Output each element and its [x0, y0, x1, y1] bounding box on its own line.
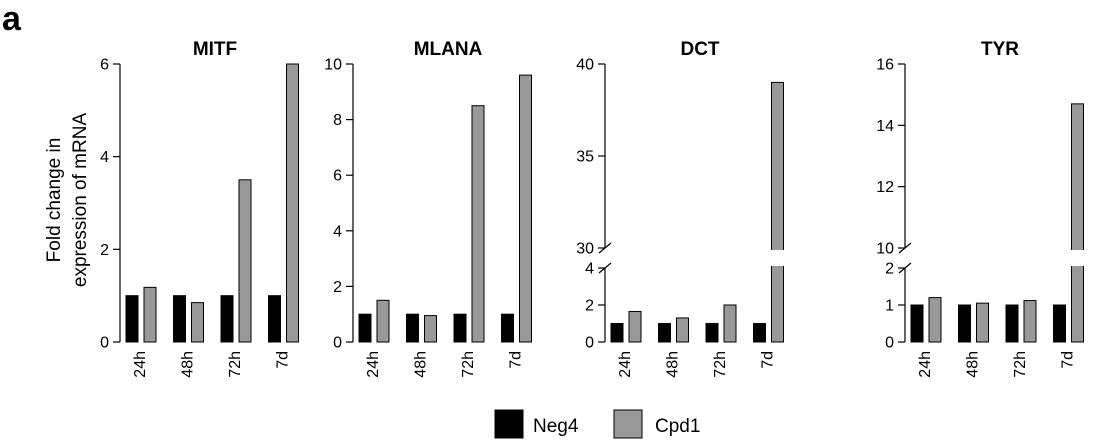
y-tick-label-tyr-14: 14 — [876, 118, 894, 135]
bar-dct-neg4-7d — [753, 323, 766, 343]
y-tick-label-mlana-4: 4 — [333, 223, 342, 240]
y-tick-label-mlana-6: 6 — [333, 168, 342, 185]
bar-mlana-neg4-7d — [501, 313, 514, 343]
y-tick-label-dct-4: 4 — [585, 261, 594, 278]
y-tick-label-dct-40: 40 — [576, 57, 594, 74]
bar-tyr-cpd1-24h — [928, 297, 942, 343]
x-tick-label-tyr-7d: 7d — [1060, 351, 1077, 369]
y-tick-label-mitf-4: 4 — [100, 149, 109, 166]
panel-label: a — [2, 0, 22, 38]
chart-dct: DCT 0 2 4 30 35 40 24h 48h 72h 7d — [576, 39, 786, 378]
x-tick-label-mitf-7d: 7d — [275, 351, 292, 369]
bar-tyr-neg4-48h — [958, 304, 971, 343]
y-tick-label-tyr-1: 1 — [885, 298, 894, 315]
y-tick-label-mlana-2: 2 — [333, 279, 342, 296]
bar-dct-cpd1-7d — [771, 81, 784, 343]
bar-mlana-neg4-48h — [406, 313, 419, 343]
bar-tyr-neg4-72h — [1005, 304, 1019, 343]
bar-mitf-cpd1-48h — [191, 302, 204, 343]
x-tick-label-mlana-24h: 24h — [365, 351, 382, 378]
bar-dct-neg4-24h — [610, 323, 624, 343]
x-tick-label-mitf-72h: 72h — [227, 351, 244, 378]
y-tick-label-tyr-16: 16 — [876, 57, 894, 74]
y-tick-label-mlana-0: 0 — [333, 335, 342, 352]
x-tick-label-dct-24h: 24h — [617, 351, 634, 378]
chart-title-mlana: MLANA — [414, 39, 483, 60]
legend-swatch-cpd1 — [613, 409, 643, 439]
bar-dct-cpd1-72h — [723, 304, 737, 343]
chart-title-tyr: TYR — [981, 39, 1019, 60]
chart-title-mitf: MITF — [193, 39, 237, 60]
bar-mlana-neg4-72h — [453, 313, 467, 343]
bar-mitf-cpd1-24h — [143, 286, 157, 343]
x-tick-label-mlana-72h: 72h — [460, 351, 477, 378]
y-tick-label-dct-0: 0 — [585, 335, 594, 352]
y-tick-label-tyr-10: 10 — [876, 241, 894, 258]
y-tick-label-mitf-0: 0 — [100, 335, 109, 352]
bar-break-gap-tyr-7d — [1069, 250, 1086, 266]
x-tick-label-mlana-7d: 7d — [508, 351, 525, 369]
x-tick-label-mitf-24h: 24h — [132, 351, 149, 378]
x-tick-label-mlana-48h: 48h — [413, 351, 430, 378]
bar-mitf-cpd1-72h — [238, 179, 252, 343]
y-tick-label-mitf-6: 6 — [100, 57, 109, 74]
bar-dct-cpd1-48h — [676, 317, 689, 343]
y-tick-label-mlana-8: 8 — [333, 112, 342, 129]
y-tick-label-dct-2: 2 — [585, 298, 594, 315]
bar-mlana-cpd1-7d — [519, 74, 532, 343]
bar-mlana-neg4-24h — [358, 313, 372, 343]
chart-mitf: MITF 0 2 4 6 24h 48h 72h 7d — [100, 39, 299, 378]
legend-label-neg4: Neg4 — [533, 416, 579, 437]
bar-tyr-cpd1-72h — [1023, 300, 1037, 343]
y-tick-label-mitf-2: 2 — [100, 242, 109, 259]
chart-mlana: MLANA 0 2 4 6 8 10 24h 48h 72h 7d — [324, 39, 532, 378]
x-tick-label-tyr-48h: 48h — [965, 351, 982, 378]
bar-tyr-cpd1-48h — [976, 302, 989, 343]
bar-mlana-cpd1-24h — [376, 299, 390, 343]
x-tick-label-mitf-48h: 48h — [180, 351, 197, 378]
bar-mitf-neg4-72h — [220, 295, 234, 343]
x-tick-label-tyr-24h: 24h — [917, 351, 934, 378]
legend-swatch-neg4 — [494, 409, 524, 439]
bar-tyr-cpd1-7d — [1071, 103, 1084, 343]
x-tick-label-tyr-72h: 72h — [1012, 351, 1029, 378]
bar-mlana-cpd1-48h — [424, 315, 437, 343]
bar-dct-neg4-72h — [705, 323, 719, 343]
y-tick-label-dct-35: 35 — [576, 149, 594, 166]
y-tick-label-tyr-12: 12 — [876, 179, 894, 196]
bar-dct-neg4-48h — [658, 323, 671, 343]
y-tick-label-dct-30: 30 — [576, 241, 594, 258]
x-tick-label-dct-72h: 72h — [712, 351, 729, 378]
legend: Neg4 Cpd1 — [494, 409, 700, 439]
bar-break-gap-dct-7d — [769, 250, 786, 266]
x-tick-label-dct-7d: 7d — [760, 351, 777, 369]
y-tick-label-mlana-10: 10 — [324, 57, 342, 74]
bar-mlana-cpd1-72h — [471, 105, 485, 343]
bar-mitf-neg4-24h — [125, 295, 139, 343]
y-tick-label-tyr-0: 0 — [885, 335, 894, 352]
bar-tyr-neg4-7d — [1053, 304, 1066, 343]
y-tick-label-tyr-2: 2 — [885, 261, 894, 278]
bar-mitf-neg4-48h — [173, 295, 186, 343]
y-axis-label-line1: Fold change in — [44, 138, 65, 263]
legend-label-cpd1: Cpd1 — [655, 416, 700, 437]
chart-title-dct: DCT — [680, 39, 719, 60]
y-axis-label-line2: expression of mRNA — [70, 113, 91, 288]
bar-mitf-neg4-7d — [268, 295, 281, 343]
bar-tyr-neg4-24h — [910, 304, 924, 343]
x-tick-label-dct-48h: 48h — [665, 351, 682, 378]
bar-dct-cpd1-24h — [628, 310, 642, 343]
bar-mitf-cpd1-7d — [286, 63, 299, 343]
